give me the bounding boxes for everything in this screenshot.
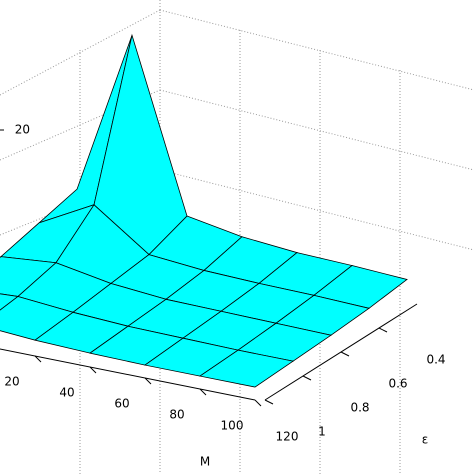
y-tick-label: 0.4 <box>426 353 445 367</box>
x-tick-label: 20 <box>4 375 19 389</box>
y-tick-label: 1 <box>318 425 326 439</box>
y-axis-label: ε <box>422 433 429 447</box>
surface-cell <box>198 349 295 388</box>
y-tick-label: 0.8 <box>350 401 369 415</box>
z-tick-label: 20 <box>15 123 30 137</box>
x-tick <box>254 399 262 407</box>
x-tick-label: 80 <box>169 408 184 422</box>
x-tick-label: 40 <box>59 386 74 400</box>
x-axis-label: M <box>200 455 210 469</box>
x-tick <box>89 366 97 374</box>
surface-cell <box>0 293 20 311</box>
x-tick-label: 60 <box>114 397 129 411</box>
x-tick <box>34 355 42 363</box>
y-tick <box>378 327 388 333</box>
y-tick <box>302 375 312 381</box>
y-tick-label: 0.6 <box>388 377 407 391</box>
y-tick <box>340 351 350 357</box>
y-tick <box>264 399 274 405</box>
x-tick <box>199 388 207 396</box>
x-tick <box>144 377 152 385</box>
x-tick-label: 100 <box>221 419 244 433</box>
x-tick-label: 120 <box>276 430 299 444</box>
